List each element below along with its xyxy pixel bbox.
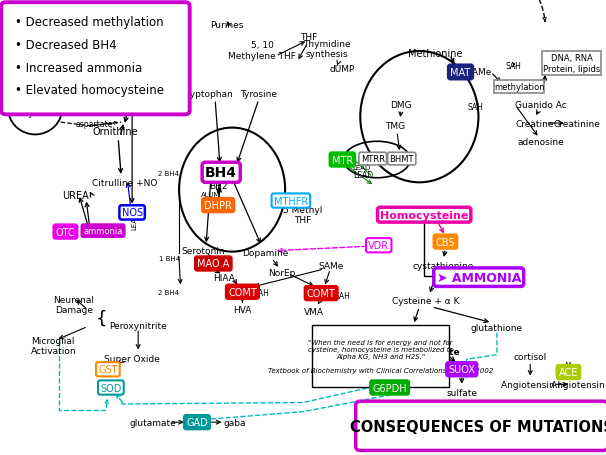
Text: NorEp: NorEp (268, 268, 296, 278)
Text: DMG: DMG (390, 101, 412, 110)
Text: Thymidine
synthesis: Thymidine synthesis (304, 40, 351, 59)
Text: cortisol: cortisol (514, 353, 547, 362)
Text: Citrulline +NO: Citrulline +NO (92, 178, 157, 187)
Text: BH2: BH2 (209, 181, 227, 190)
Text: SAMe: SAMe (319, 262, 344, 271)
Text: 5, 10
Methylene THF: 5, 10 Methylene THF (228, 41, 296, 61)
Text: glutathione: glutathione (471, 323, 523, 332)
Text: VMA: VMA (304, 307, 324, 316)
Text: COMT: COMT (307, 288, 336, 298)
Text: 5 Methyl
THF: 5 Methyl THF (284, 205, 322, 224)
Text: SUOX: SUOX (448, 364, 475, 374)
Text: SAH: SAH (335, 291, 350, 300)
Text: TMG: TMG (385, 122, 405, 131)
Text: MAO A: MAO A (197, 259, 230, 269)
Text: Homocysteine: Homocysteine (380, 210, 468, 220)
Text: HIAA: HIAA (213, 273, 235, 282)
Text: COMT: COMT (228, 287, 257, 297)
Text: Neuronal
Damage: Neuronal Damage (53, 295, 95, 314)
Text: 2 BH4: 2 BH4 (158, 171, 179, 177)
Text: taurine: taurine (397, 327, 430, 336)
Text: {: { (96, 309, 107, 328)
Text: UREA: UREA (62, 191, 89, 201)
Text: SAH: SAH (468, 102, 484, 111)
Text: Peroxynitrite: Peroxynitrite (109, 321, 167, 330)
Text: LEAD: LEAD (353, 171, 374, 180)
FancyBboxPatch shape (312, 325, 449, 387)
Text: Super Oxide: Super Oxide (104, 354, 160, 363)
Text: adenosine: adenosine (518, 137, 565, 147)
Text: Creatine: Creatine (515, 119, 554, 128)
Text: BHMT: BHMT (390, 155, 414, 164)
Text: LEAD: LEAD (132, 212, 138, 230)
Text: CBS: CBS (436, 237, 455, 247)
Text: MTHFR: MTHFR (274, 196, 308, 206)
Text: SAMe: SAMe (466, 68, 491, 77)
Text: glutamate: glutamate (129, 418, 176, 427)
Text: DHPR: DHPR (204, 201, 232, 211)
Text: • Decreased methylation: • Decreased methylation (15, 16, 164, 29)
Text: sulfite: sulfite (427, 347, 460, 356)
Text: gaba: gaba (224, 418, 247, 427)
FancyBboxPatch shape (542, 52, 601, 76)
Text: ➤ AMMONIA: ➤ AMMONIA (436, 271, 521, 284)
Text: • Increased ammonia: • Increased ammonia (15, 61, 142, 75)
Text: HVA: HVA (233, 306, 251, 315)
Text: CONSEQUENCES OF MUTATIONS: CONSEQUENCES OF MUTATIONS (350, 420, 606, 434)
Text: Microglial
Activation: Microglial Activation (30, 336, 76, 355)
Text: VDR: VDR (368, 241, 389, 251)
Text: cystathionine: cystathionine (413, 262, 474, 271)
Text: Tyrosine: Tyrosine (240, 90, 278, 99)
Text: Tryptophan: Tryptophan (182, 90, 233, 99)
Text: SAH: SAH (254, 288, 270, 298)
Text: Arginine: Arginine (110, 86, 152, 96)
Text: Serotonin: Serotonin (181, 247, 225, 256)
FancyBboxPatch shape (356, 401, 606, 450)
Text: ammonia: ammonia (84, 227, 122, 236)
Text: DNA, RNA
Protein, lipids: DNA, RNA Protein, lipids (543, 54, 600, 73)
Text: MTRR: MTRR (361, 155, 385, 164)
Text: MAT: MAT (450, 68, 471, 78)
Text: NOS: NOS (122, 208, 142, 218)
Text: "When the need is for energy and not for
cysteine, homocysteine is metabolized t: "When the need is for energy and not for… (268, 339, 493, 373)
Text: 1 BH4: 1 BH4 (159, 255, 180, 262)
Text: Dopamine: Dopamine (242, 248, 288, 257)
Text: Creatinine: Creatinine (553, 119, 601, 128)
Text: Purines: Purines (210, 20, 244, 30)
Text: THF: THF (301, 33, 318, 42)
Text: Guanido Ac: Guanido Ac (514, 101, 567, 110)
Text: • Decreased BH4: • Decreased BH4 (15, 39, 117, 52)
Text: Cysteine + α K: Cysteine + α K (391, 297, 459, 306)
Text: aspartate: aspartate (75, 119, 113, 128)
Text: • Elevated homocysteine: • Elevated homocysteine (15, 84, 164, 97)
Text: LEAD: LEAD (353, 164, 371, 171)
Text: fumarate: fumarate (88, 106, 124, 116)
Text: dUMP: dUMP (330, 65, 355, 74)
Text: SAH: SAH (506, 61, 522, 71)
FancyBboxPatch shape (494, 81, 544, 94)
Text: G6PDH: G6PDH (372, 383, 407, 393)
Text: OTC: OTC (56, 227, 75, 237)
Text: MTR: MTR (331, 155, 353, 165)
Text: ALUM: ALUM (201, 192, 221, 198)
Text: BH4: BH4 (205, 166, 237, 180)
Text: methylation: methylation (494, 83, 545, 92)
Text: 2 BH4: 2 BH4 (158, 289, 179, 295)
Text: SOD: SOD (100, 383, 122, 393)
Text: ACE: ACE (559, 367, 578, 377)
FancyBboxPatch shape (1, 3, 190, 115)
Text: Angiotensin II: Angiotensin II (551, 380, 606, 389)
Text: GAD: GAD (186, 417, 208, 427)
Text: Ornithine: Ornithine (92, 127, 138, 137)
Text: Angiotensin I: Angiotensin I (501, 380, 560, 389)
Text: Methionine: Methionine (408, 49, 462, 59)
Text: Krebs's
Cycle: Krebs's Cycle (19, 99, 52, 118)
Text: sulfate: sulfate (446, 388, 478, 397)
Text: GST: GST (98, 364, 118, 374)
